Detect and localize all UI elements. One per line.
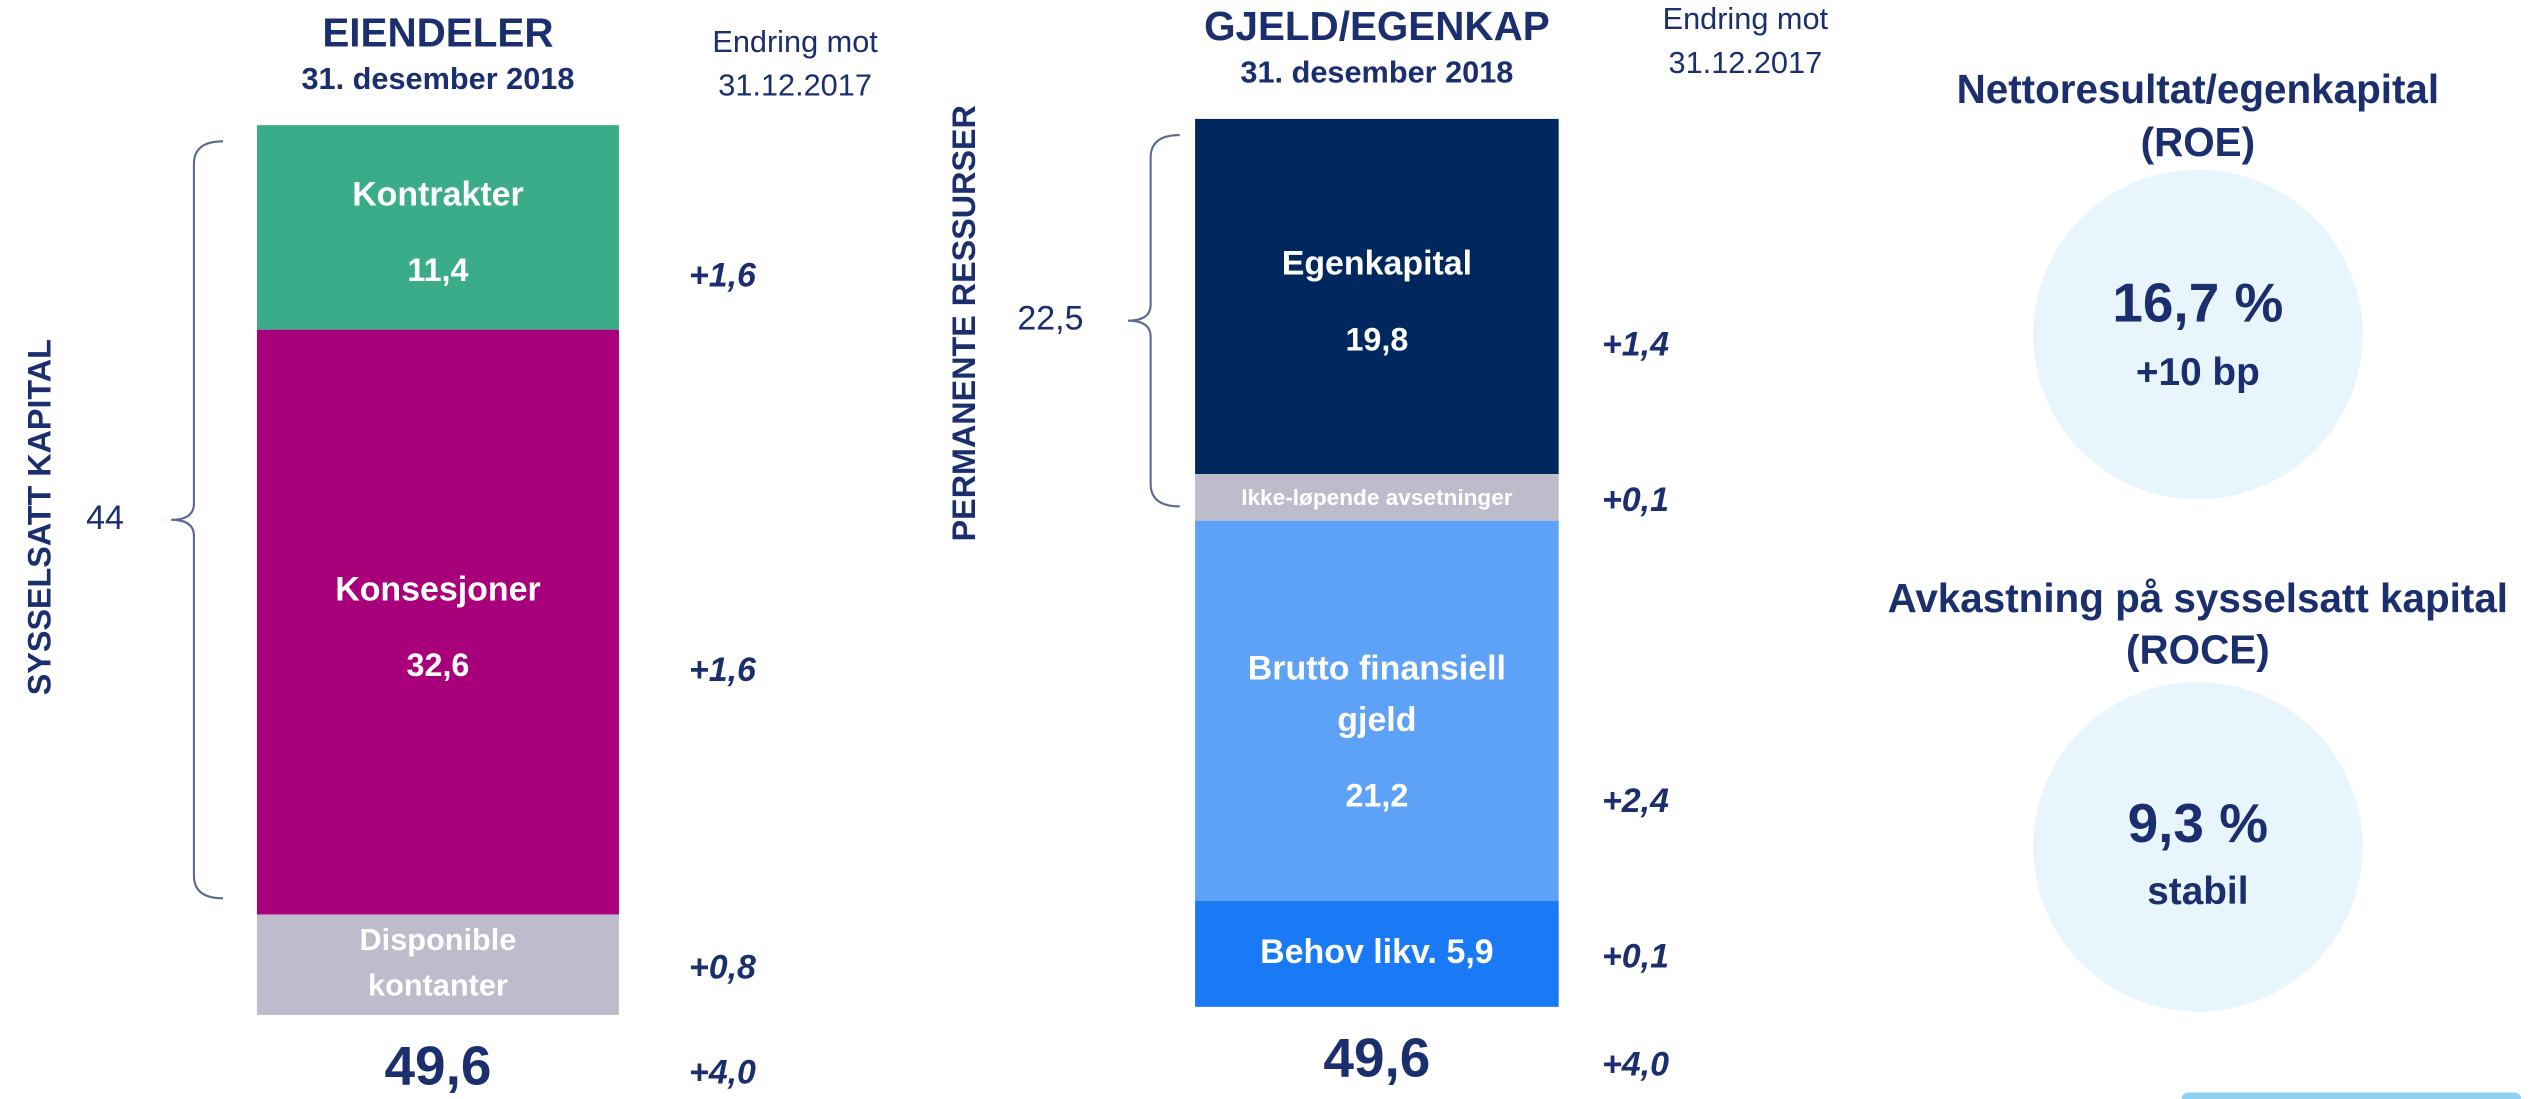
segment (256, 125, 619, 330)
segment-value: 11,4 (407, 252, 468, 288)
side-label: PERMANENTE RESSURSER (946, 105, 982, 541)
change-header: 31.12.2017 (718, 67, 872, 102)
segment (1195, 520, 1559, 902)
bracket (1128, 134, 1180, 508)
change-label: +2,4 (1602, 782, 1669, 820)
segment-name: Behov likv. (1260, 933, 1437, 971)
change-label: +1,6 (689, 257, 757, 295)
change-label: +0,8 (689, 949, 756, 987)
change-label: +0,1 (1602, 938, 1669, 976)
bracket-value: 44 (86, 499, 124, 537)
change-header: Endring mot (712, 24, 878, 59)
kpi-note: stabil (2147, 870, 2248, 913)
bracket-value: 22,5 (1017, 300, 1083, 338)
change-label: +0,1 (1602, 481, 1669, 519)
chart-title: GJELD/EGENKAP (1204, 3, 1550, 49)
bracket (171, 140, 224, 900)
kpi-title: Nettoresultat/egenkapital (1957, 66, 2440, 112)
kpi-title: Avkastning på sysselsatt kapital (1888, 575, 2508, 621)
segment (1195, 118, 1559, 475)
segment (1195, 474, 1559, 521)
segment-label: Ikke-løpende avsetninger (1241, 485, 1513, 510)
kpi-value: 9,3 % (2128, 792, 2268, 854)
segment-label: Kontrakter (352, 176, 524, 214)
segment-value: 32,6 (407, 647, 470, 683)
side-label: SYSSELSATT KAPITAL (22, 339, 58, 695)
change-label: +1,4 (1602, 326, 1669, 364)
change-header: Endring mot (1663, 1, 1829, 36)
kpi-circle (2033, 682, 2363, 1012)
total-label: 49,6 (384, 1034, 491, 1096)
chart-title: EIENDELER (322, 9, 553, 55)
segment-value: 5,9 (1446, 933, 1493, 971)
segment-label: Konsesjoner (335, 570, 540, 608)
segment-label: Egenkapital (1282, 245, 1472, 283)
kpi-title: (ROCE) (2126, 627, 2270, 673)
segment-label: Disponible (360, 922, 517, 957)
segment (256, 914, 619, 1015)
segment (1195, 901, 1559, 1007)
total-change: +4,0 (1602, 1046, 1669, 1084)
chart-subtitle: 31. desember 2018 (301, 61, 574, 96)
segment (256, 329, 619, 915)
change-header: 31.12.2017 (1669, 45, 1823, 80)
kpi-title: (ROE) (2141, 119, 2255, 165)
total-change: +4,0 (689, 1054, 756, 1092)
segment-label: Brutto finansiell (1248, 649, 1506, 687)
total-label: 49,6 (1323, 1026, 1430, 1088)
segment-label: gjeld (1337, 701, 1416, 739)
segment-label: Behov likv. 5,9 (1260, 933, 1493, 971)
segment-value: 21,2 (1345, 778, 1408, 814)
chart-subtitle: 31. desember 2018 (1240, 54, 1513, 89)
segment-value: 19,8 (1345, 321, 1408, 357)
change-label: +1,6 (689, 651, 757, 689)
kpi-value: 16,7 % (2112, 272, 2283, 334)
kpi-circle (2033, 169, 2363, 500)
decor-tab (2181, 1092, 2522, 1099)
segment-label: kontanter (368, 967, 508, 1002)
kpi-note: +10 bp (2136, 351, 2260, 394)
